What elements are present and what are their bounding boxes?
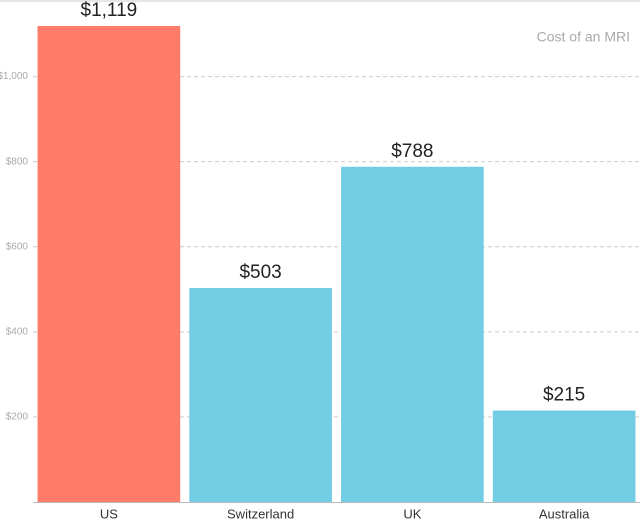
x-tick-label: Australia — [539, 506, 590, 521]
bars: $1,119 US $503 Switzerland $788 UK $215 Austral… — [37, 0, 636, 521]
value-label: $503 — [239, 262, 281, 283]
y-tick-label: $200 — [6, 412, 29, 423]
y-tick-label: $600 — [6, 241, 29, 252]
value-label: $215 — [543, 385, 585, 406]
value-label: $788 — [391, 141, 433, 162]
bar — [341, 166, 484, 502]
y-tick-label: $400 — [6, 326, 29, 337]
x-tick-label: UK — [403, 506, 421, 521]
bar — [492, 410, 636, 502]
y-tick-label: $1,000 — [0, 71, 28, 82]
x-tick-label: Switzerland — [227, 506, 294, 521]
bar — [37, 25, 181, 503]
x-tick-label: US — [100, 506, 118, 521]
chart-title: Cost of an MRI — [537, 29, 630, 45]
y-tick-label: $800 — [6, 156, 29, 167]
bar — [189, 288, 332, 502]
value-label: $1,119 — [81, 0, 138, 21]
